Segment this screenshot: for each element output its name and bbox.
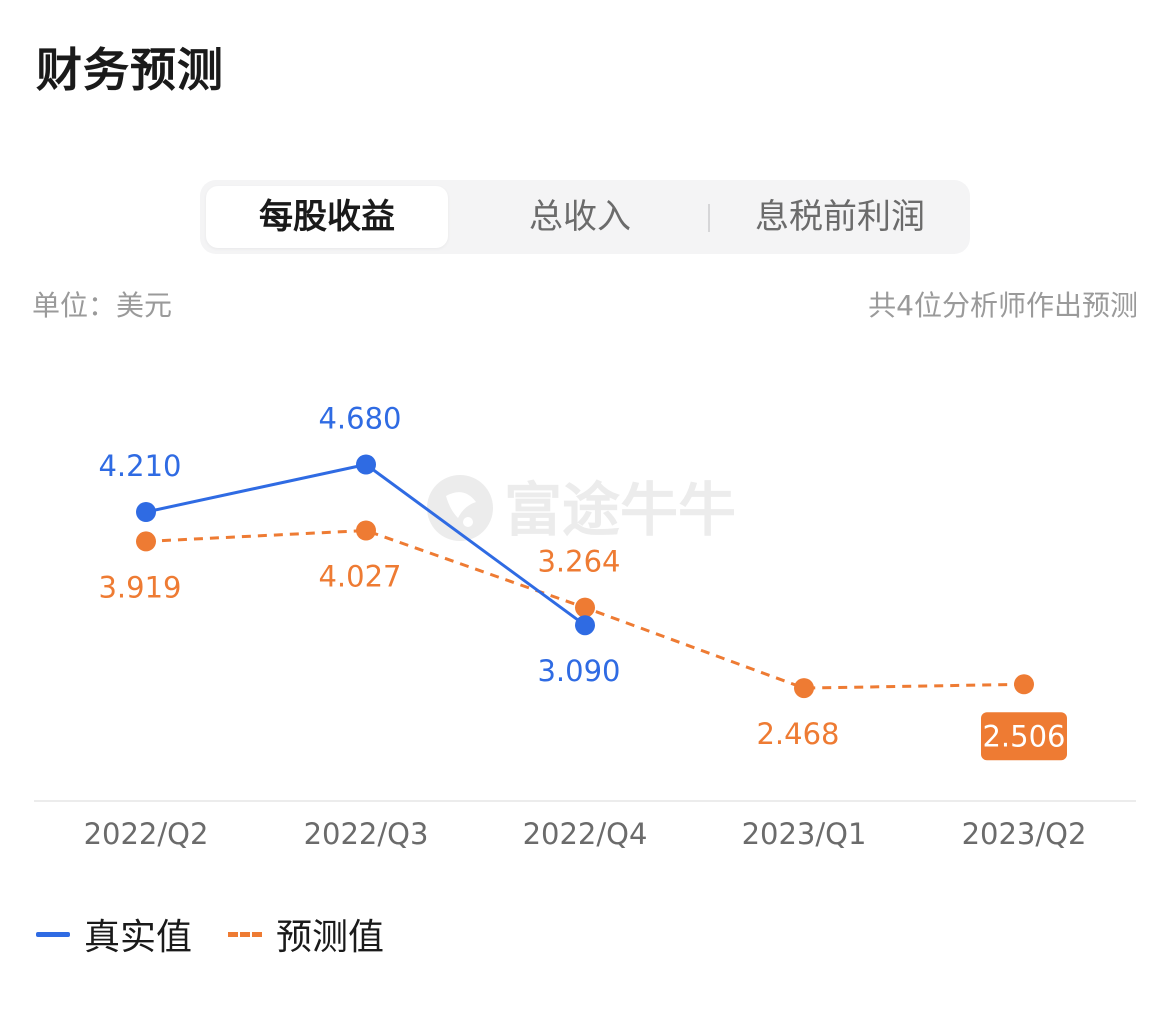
x-tick-label: 2022/Q2 (84, 817, 209, 851)
unit-label: 单位：美元 (32, 289, 173, 322)
forecast-point[interactable] (575, 597, 595, 618)
tab-divider (708, 204, 710, 232)
metric-tabbar: 每股收益 总收入 息税前利润 (200, 180, 970, 254)
actual-point[interactable] (136, 502, 156, 522)
tab-ebit[interactable]: 息税前利润 (755, 197, 925, 237)
eps-line-chart: 富途牛牛 2022/Q2 2022/Q3 2022/Q4 2023/Q1 2023/Q2… (34, 402, 1136, 851)
watermark-text: 富途牛牛 (504, 476, 736, 544)
x-tick-label: 2023/Q2 (962, 817, 1087, 851)
x-tick-label: 2023/Q1 (742, 817, 867, 851)
watermark: 富途牛牛 (427, 475, 736, 544)
forecast-value-label: 2.468 (756, 717, 839, 751)
futu-logo-icon (427, 475, 493, 541)
forecast-point[interactable] (356, 520, 376, 541)
x-tick-label: 2022/Q4 (523, 817, 648, 851)
data-labels: 4.210 4.680 3.090 3.919 4.027 3.264 2.468 2.506 (98, 402, 1067, 761)
forecast-value-label: 4.027 (318, 560, 401, 594)
legend-label-forecast: 预测值 (276, 917, 385, 958)
forecast-value-label: 2.506 (982, 719, 1065, 753)
x-tick-label: 2022/Q3 (304, 817, 429, 851)
legend-swatch-actual (36, 931, 70, 937)
forecast-highlight-badge (981, 712, 1067, 761)
actual-point[interactable] (575, 615, 595, 636)
actual-value-label: 4.210 (98, 449, 181, 483)
tab-eps[interactable]: 每股收益 (206, 186, 448, 248)
tab-total-revenue[interactable]: 总收入 (529, 197, 631, 237)
legend-item-actual: 真实值 (36, 908, 192, 960)
chart-legend: 真实值 预测值 (36, 910, 420, 958)
analyst-count-label: 共4位分析师作出预测 (868, 289, 1138, 322)
actual-value-label: 4.680 (318, 402, 401, 436)
forecast-value-label: 3.919 (98, 570, 181, 604)
forecast-series (136, 520, 1034, 699)
actual-value-label: 3.090 (537, 654, 620, 688)
legend-item-forecast: 预测值 (228, 908, 384, 960)
forecast-point[interactable] (136, 531, 156, 552)
actual-series (136, 454, 595, 636)
actual-point[interactable] (356, 454, 376, 475)
forecast-value-label: 3.264 (537, 545, 620, 579)
page-title: 财务预测 (36, 43, 224, 97)
x-axis-ticks: 2022/Q2 2022/Q3 2022/Q4 2023/Q1 2023/Q2 (84, 817, 1087, 851)
legend-swatch-forecast (228, 931, 263, 937)
legend-label-actual: 真实值 (84, 917, 193, 958)
forecast-point[interactable] (1014, 674, 1034, 695)
forecast-point[interactable] (794, 678, 814, 699)
